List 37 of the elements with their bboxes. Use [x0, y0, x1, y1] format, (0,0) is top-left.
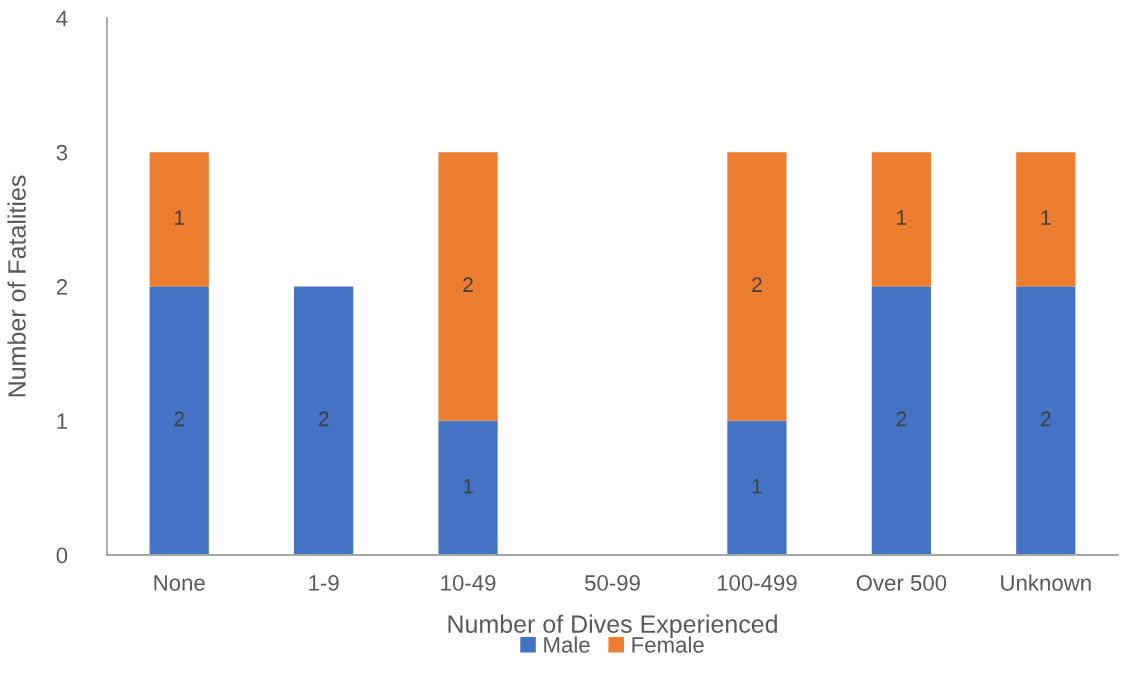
y-axis-title: Number of Fatalities [7, 175, 26, 397]
legend-label: Female [632, 636, 704, 653]
data-label: 1 [1041, 210, 1051, 225]
x-tick-label: 10-49 [441, 575, 496, 591]
bar [871, 152, 931, 287]
bar [727, 420, 787, 555]
bar [294, 286, 354, 555]
y-tick-label: 4 [56, 10, 68, 27]
bar [149, 152, 209, 287]
bar [1016, 152, 1076, 287]
data-label: 2 [463, 277, 473, 292]
bar [727, 152, 787, 421]
x-tick-label: Unknown [1001, 574, 1091, 591]
data-label: 1 [463, 478, 473, 494]
bar [438, 152, 498, 421]
x-tick-label: 1-9 [309, 575, 339, 591]
x-tick-label: 100-499 [717, 575, 797, 591]
x-tick-label: None [154, 575, 205, 591]
y-tick-label: 0 [56, 547, 68, 564]
data-label: 2 [752, 277, 762, 292]
legend-label: Male [544, 636, 590, 653]
data-label: 2 [1041, 411, 1051, 427]
bar [438, 420, 498, 555]
y-tick-label: 1 [57, 413, 68, 429]
x-tick-label: 50-99 [584, 575, 640, 591]
y-tick-label: 3 [56, 144, 68, 161]
bar [871, 286, 931, 555]
data-label: 1 [175, 210, 184, 225]
bar [149, 286, 209, 555]
data-label: 2 [318, 411, 329, 427]
data-label: 2 [896, 411, 907, 427]
data-label: 1 [752, 478, 762, 494]
data-label: 1 [897, 210, 907, 225]
data-label: 2 [174, 411, 184, 427]
x-tick-label: Over 500 [856, 575, 947, 591]
y-tick-label: 2 [56, 279, 67, 295]
bar [1016, 286, 1076, 555]
